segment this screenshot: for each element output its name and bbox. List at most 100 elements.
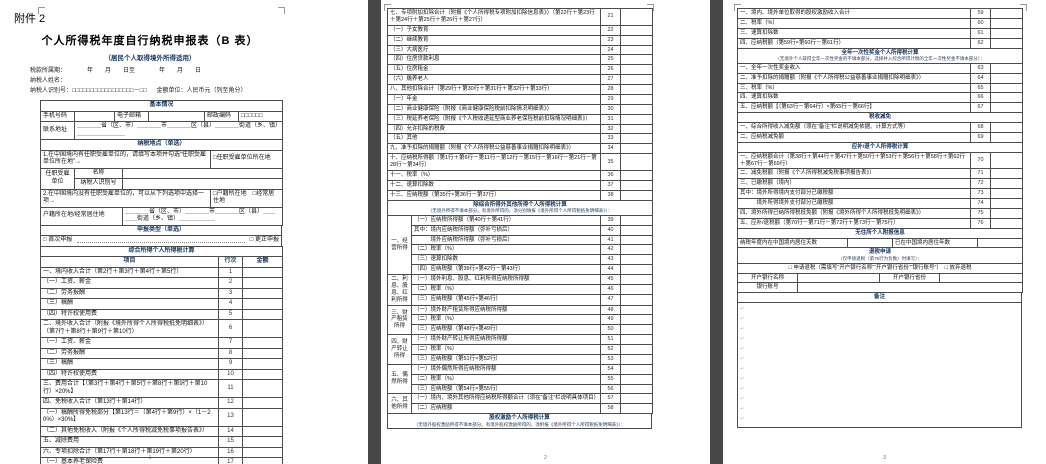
first-declaration-checkbox[interactable]: □ 首次申报	[43, 237, 73, 243]
amount-cell[interactable]	[620, 254, 653, 266]
amount-cell[interactable]	[620, 93, 653, 105]
amount-cell[interactable]	[620, 54, 653, 66]
amount-cell[interactable]	[989, 92, 1024, 104]
amount-cell[interactable]	[620, 304, 653, 316]
amount-cell[interactable]	[620, 393, 653, 405]
item-label: 一、境内、境外单位取得的股权激励收入合计	[737, 8, 971, 19]
bank-province-field[interactable]	[938, 272, 1024, 284]
amount-cell[interactable]	[620, 373, 653, 385]
amount-cell[interactable]	[989, 122, 1024, 133]
amount-cell[interactable]	[620, 153, 653, 171]
amount-cell[interactable]	[989, 72, 1024, 84]
item-label: 三、费用合计【（第3行＋第4行＋第5行＋第8行＋第9行＋第10行）×20%】	[40, 379, 219, 398]
amount-cell[interactable]	[989, 168, 1024, 180]
amount-cell[interactable]	[620, 334, 653, 346]
amount-cell[interactable]	[989, 62, 1024, 74]
amount-cell[interactable]	[620, 383, 653, 395]
bank-name-field[interactable]	[797, 272, 880, 284]
amount-cell[interactable]	[242, 436, 283, 448]
phone-field[interactable]	[74, 110, 115, 122]
no-employer-checkboxes[interactable]: □户籍所在地 □经常居住地	[209, 188, 284, 208]
amount-cell[interactable]	[620, 74, 653, 85]
amount-cell[interactable]	[242, 337, 283, 349]
equity-row-60: 二、税率（%） 60	[737, 17, 1023, 29]
amount-cell[interactable]	[990, 27, 1023, 39]
amount-cell[interactable]	[242, 347, 283, 359]
amount-cell[interactable]	[242, 368, 283, 380]
amount-cell[interactable]	[620, 314, 653, 326]
amount-cell[interactable]	[620, 123, 653, 135]
amount-cell[interactable]	[242, 308, 283, 320]
amount-cell[interactable]	[620, 84, 653, 95]
amount-cell[interactable]	[989, 178, 1024, 190]
item-label: （一）境外利息、股息、红利所得应纳税所得额	[411, 274, 601, 286]
amount-cell[interactable]	[620, 363, 653, 375]
amount-cell[interactable]	[989, 188, 1024, 200]
amount-cell[interactable]	[620, 294, 653, 306]
amount-cell[interactable]	[620, 133, 653, 145]
amount-cell[interactable]	[989, 198, 1024, 209]
form-title: 个人所得税年度自行纳税申报表（B 表）	[41, 35, 259, 47]
zip-boxes[interactable]: □□□□□□	[237, 110, 284, 122]
amount-cell[interactable]	[620, 64, 653, 76]
amount-cell[interactable]	[242, 397, 283, 409]
amount-cell[interactable]	[620, 34, 653, 46]
line-number: 24	[600, 44, 621, 56]
amount-cell[interactable]	[620, 8, 653, 26]
category-row-51: 四、财产转让所得 （一）境外财产转让所得应纳税所得额 51	[387, 334, 653, 365]
remarks-box[interactable]: ↵ ↵ ↵ ↵ ↵ ↵ ↵ ↵ ↵ ↵ ↵ ↵	[737, 302, 1022, 429]
amount-cell[interactable]	[620, 169, 653, 181]
amount-cell[interactable]	[620, 324, 653, 336]
amount-cell[interactable]	[242, 425, 283, 437]
amount-cell[interactable]	[620, 224, 653, 236]
item-label: （一）应纳税所得额（第40行＋第41行）	[411, 214, 601, 226]
residence-field[interactable]: ＿＿＿＿省（区、市）＿＿＿＿市＿＿＿＿区（县）＿＿＿＿街道（乡、镇）＿＿＿＿＿＿	[121, 206, 284, 226]
amount-cell[interactable]	[990, 8, 1023, 19]
amount-cell[interactable]	[620, 103, 653, 115]
amount-cell[interactable]	[620, 143, 653, 155]
bonus-row-66: 四、速算扣除数 66	[737, 92, 1024, 104]
amount-cell[interactable]	[242, 277, 283, 289]
amount-cell[interactable]	[620, 179, 653, 191]
amount-cell[interactable]	[989, 82, 1024, 94]
item-label: 其中：境外所得境内支付部分已缴税额	[737, 188, 971, 200]
amount-cell[interactable]	[242, 358, 283, 370]
employer-name-field[interactable]	[121, 167, 284, 179]
amount-cell[interactable]	[242, 287, 283, 299]
amount-cell[interactable]	[620, 113, 653, 125]
amount-cell[interactable]	[620, 244, 653, 256]
amount-cell[interactable]	[242, 407, 283, 427]
amount-cell[interactable]	[242, 379, 283, 398]
amount-cell[interactable]	[620, 353, 653, 365]
equity-incentive-header-table: 股权激励个人所得税计算 （无境外股权激励所得不填本部分。有境外股权激励所得的，须…	[387, 413, 652, 430]
declaration-options[interactable]: □ 首次申报 □ 更正申报	[40, 235, 282, 247]
refund-options-checkboxes[interactable]: □ 申请退税（需填写“开户银行名称”“开户银行省份”“银行账号”） □ 放弃退税	[736, 262, 1024, 274]
employer-id-field[interactable]	[121, 178, 284, 190]
email-field[interactable]	[148, 110, 205, 122]
amount-cell[interactable]	[989, 207, 1024, 219]
amount-cell[interactable]	[620, 344, 653, 355]
amount-cell[interactable]	[242, 298, 283, 310]
amount-cell[interactable]	[620, 284, 653, 296]
bonus-row-64: 二、准予扣除的捐赠额（附报《个人所得税公益慈善事业捐赠扣除明细表》） 64	[737, 72, 1024, 84]
amount-cell[interactable]	[242, 266, 283, 278]
amount-cell[interactable]	[242, 319, 283, 338]
item-label: 二、税率（%）	[737, 17, 971, 29]
correction-declaration-checkbox[interactable]: □ 更正申报	[249, 237, 279, 243]
amount-cell[interactable]	[620, 44, 653, 56]
line-number: 22	[600, 24, 621, 36]
amount-cell[interactable]	[989, 151, 1024, 170]
amount-cell[interactable]	[620, 234, 653, 246]
amount-cell[interactable]	[620, 274, 653, 286]
bank-name-row: 开户银行名称 开户银行省份	[737, 272, 1024, 284]
bonus-row-65: 三、税率（%） 65	[737, 82, 1024, 94]
amount-cell[interactable]	[620, 264, 653, 276]
employer-location-checkbox[interactable]: □任职受雇单位所在地	[209, 149, 284, 169]
amount-cell[interactable]	[990, 17, 1023, 29]
amount-cell[interactable]	[620, 24, 653, 36]
paragraph-mark: ↵	[740, 306, 745, 313]
item-label: （六）赡养老人	[387, 74, 601, 85]
amount-cell[interactable]	[242, 457, 283, 464]
amount-cell[interactable]	[620, 214, 653, 226]
address-field[interactable]: ＿＿＿＿省（区、市）＿＿＿＿市＿＿＿＿区（县）＿＿＿＿街道（乡、镇）＿＿＿＿＿＿…	[73, 121, 284, 140]
